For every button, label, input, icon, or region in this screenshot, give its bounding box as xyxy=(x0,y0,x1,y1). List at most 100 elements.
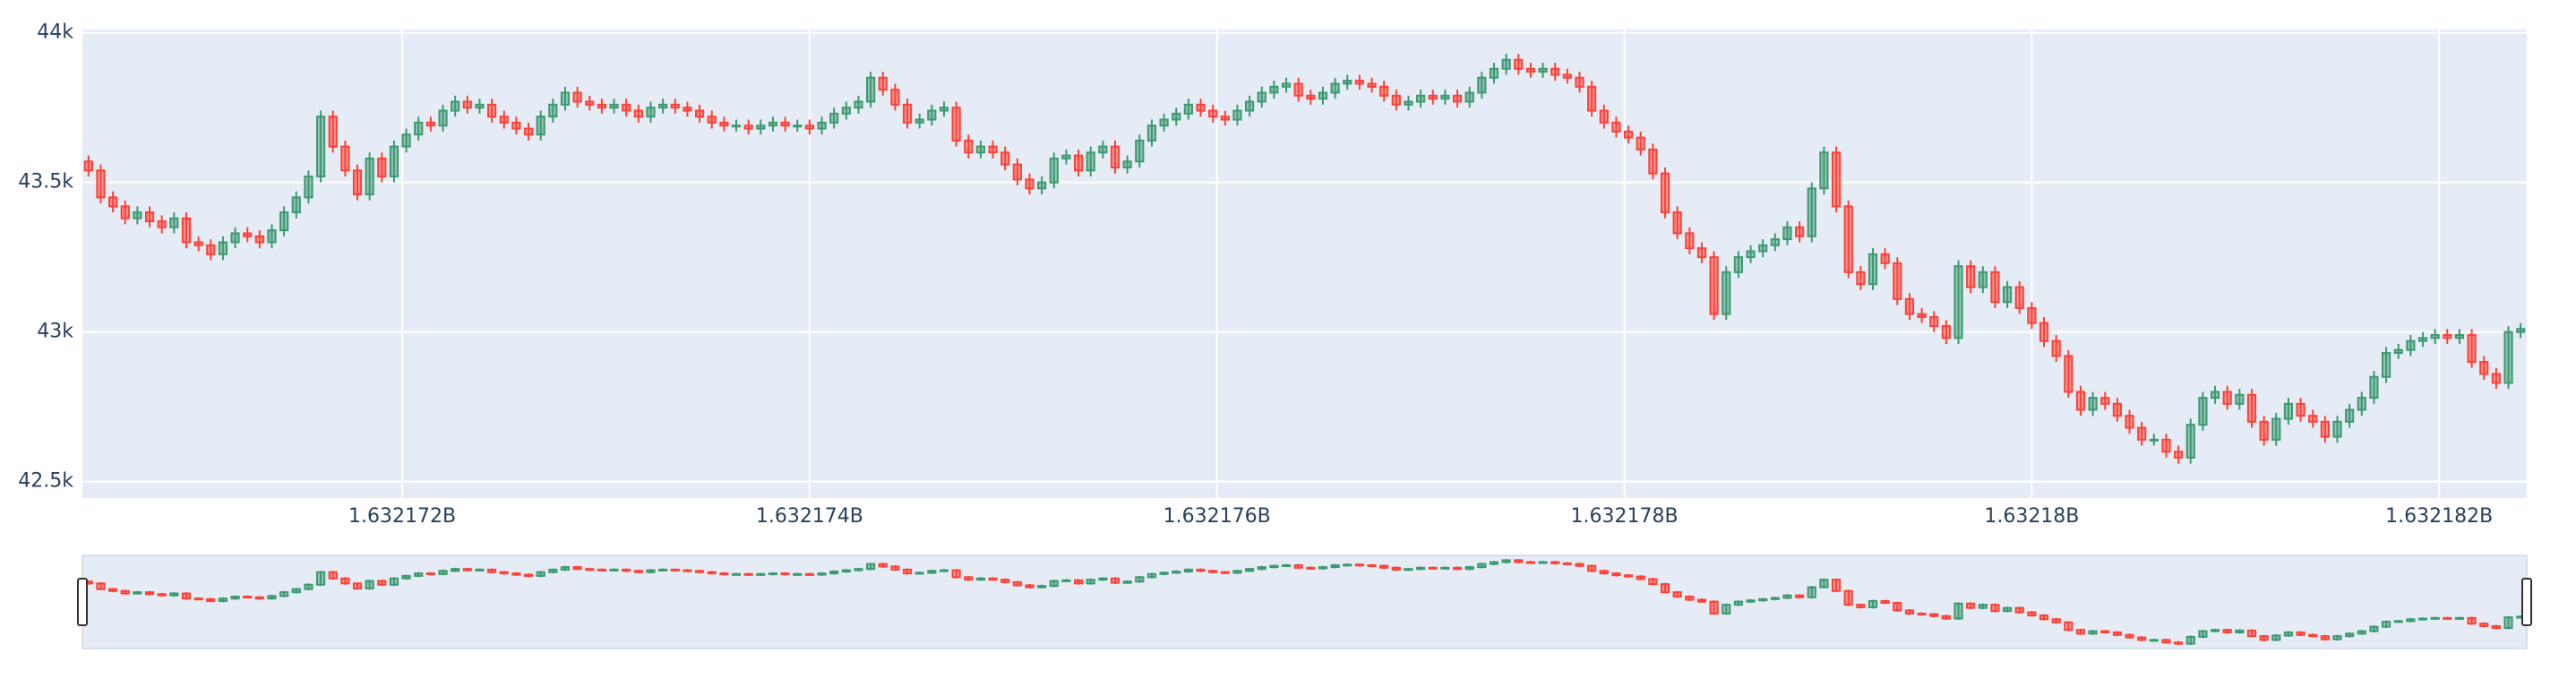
candle-body xyxy=(1953,265,1963,340)
slider-candle-body xyxy=(291,588,301,594)
slider-candle-body xyxy=(793,572,803,576)
y-tick-label: 43.5k xyxy=(18,171,73,193)
candle-body xyxy=(1868,253,1878,286)
slider-candle-body xyxy=(1367,564,1377,568)
candle-body xyxy=(315,116,326,177)
slider-candle-body xyxy=(804,572,814,576)
slider-handle[interactable] xyxy=(77,578,88,626)
slider-candle-body xyxy=(1281,564,1292,568)
candle-body xyxy=(756,125,766,130)
slider-candle-body xyxy=(1061,579,1071,582)
slider-candle-body xyxy=(315,571,326,586)
candle-body xyxy=(890,89,900,106)
candle-body xyxy=(230,232,240,244)
candle-body xyxy=(1037,181,1047,190)
slider-candle-body xyxy=(1722,604,1731,615)
candle-body xyxy=(2357,397,2366,411)
candle-body xyxy=(1183,103,1193,115)
candle-body xyxy=(475,103,485,109)
candle-body xyxy=(2222,391,2232,405)
slider-candle-body xyxy=(1696,598,1707,603)
candle-body xyxy=(878,76,888,91)
candle-body xyxy=(1696,247,1707,259)
slider-candle-body xyxy=(2406,618,2416,623)
candle-body xyxy=(1135,139,1145,163)
slider-candle-body xyxy=(1501,559,1511,563)
candle-body xyxy=(572,91,582,103)
candle-body xyxy=(780,121,790,127)
slider-candle-body xyxy=(2454,616,2465,620)
candle-body xyxy=(622,103,631,112)
candle-body xyxy=(536,116,545,136)
candle-body xyxy=(1025,178,1035,190)
slider-candle-body xyxy=(511,572,521,576)
slider-candle-body xyxy=(1122,580,1132,584)
candle-body xyxy=(2283,402,2294,420)
slider-candle-body xyxy=(1782,594,1792,599)
slider-candle-body xyxy=(2345,632,2355,638)
x-tick-label: 1.63218B xyxy=(1984,505,2079,528)
slider-candle-body xyxy=(169,592,179,597)
candle-body xyxy=(365,157,374,196)
slider-candle-body xyxy=(768,572,778,576)
slider-handle[interactable] xyxy=(2521,578,2532,626)
slider-candle-body xyxy=(829,571,839,575)
slider-candle-body xyxy=(523,573,534,577)
slider-candle-body xyxy=(120,589,130,595)
candle-body xyxy=(829,112,839,124)
slider-candle-body xyxy=(841,569,851,573)
candle-body xyxy=(1782,226,1792,241)
slider-candle-body xyxy=(1318,566,1328,570)
candle-body xyxy=(768,121,778,127)
slider-candle-body xyxy=(2125,633,2134,639)
slider-candle-body xyxy=(670,568,680,572)
range-slider[interactable] xyxy=(82,554,2528,649)
candle-body xyxy=(1086,151,1095,172)
candle-body xyxy=(2308,415,2318,423)
slider-candle-body xyxy=(585,568,595,572)
candle-body xyxy=(451,100,460,112)
candle-body xyxy=(2185,424,2195,459)
candle-body xyxy=(1648,148,1658,175)
slider-candle-body xyxy=(267,595,277,600)
candle-body xyxy=(2345,408,2355,423)
slider-candle-body xyxy=(1868,599,1878,608)
slider-candle-body xyxy=(2443,616,2452,620)
candle-body xyxy=(1856,271,1866,286)
candle-body xyxy=(548,103,558,118)
candle-body xyxy=(1893,262,1902,300)
slider-candle-body xyxy=(927,570,937,574)
candle-body xyxy=(804,125,814,130)
candle-body xyxy=(279,211,289,232)
candle-body xyxy=(2296,402,2306,417)
candle-body xyxy=(1012,163,1022,181)
slider-candle-body xyxy=(1464,566,1474,571)
candle-body xyxy=(1220,116,1230,121)
candle-body xyxy=(2369,375,2379,400)
candle-body xyxy=(2503,331,2513,384)
slider-candle-body xyxy=(230,596,240,600)
candle-body xyxy=(2064,355,2074,393)
candle-body xyxy=(1440,94,1450,100)
slider-candle-body xyxy=(1807,586,1816,598)
candle-body xyxy=(597,103,607,109)
slider-candle-body xyxy=(1110,577,1121,584)
candle-body xyxy=(414,121,424,136)
slider-candle-body xyxy=(1770,597,1780,600)
slider-candle-body xyxy=(96,582,106,590)
slider-candle-body xyxy=(1269,564,1279,569)
candle-body xyxy=(2235,393,2245,405)
candle-body xyxy=(2137,426,2147,441)
slider-candle-body xyxy=(1208,570,1218,573)
candle-body xyxy=(1941,324,1951,340)
candle-body xyxy=(658,103,668,109)
slider-candle-body xyxy=(890,565,900,571)
candle-body xyxy=(2417,337,2428,342)
slider-candle-body xyxy=(254,596,264,600)
slider-candle-body xyxy=(694,570,705,573)
candle-body xyxy=(291,196,301,214)
slider-candle-body xyxy=(1636,575,1645,580)
candle-body xyxy=(2149,438,2159,442)
candle-body xyxy=(719,121,729,127)
candle-body xyxy=(1990,271,2000,304)
